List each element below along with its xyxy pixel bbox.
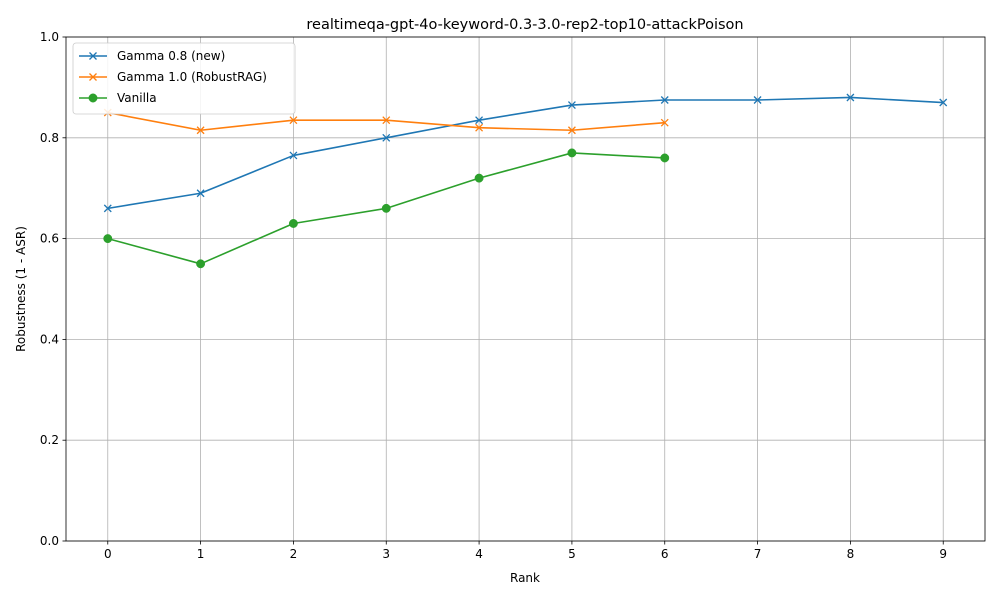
data-point bbox=[382, 133, 391, 142]
data-point bbox=[567, 148, 577, 158]
data-point bbox=[103, 204, 112, 213]
marker-stroke bbox=[939, 98, 948, 107]
data-point bbox=[382, 116, 391, 125]
y-tick-label: 0.6 bbox=[40, 232, 59, 246]
data-point bbox=[660, 153, 670, 163]
x-tick-label: 6 bbox=[661, 547, 669, 561]
data-point bbox=[660, 118, 669, 127]
series-0 bbox=[103, 93, 948, 213]
x-tick-label: 0 bbox=[104, 547, 112, 561]
data-point bbox=[196, 189, 205, 198]
x-tick-label: 8 bbox=[847, 547, 855, 561]
y-tick-label: 0.4 bbox=[40, 332, 59, 346]
data-point bbox=[289, 151, 298, 160]
marker-stroke bbox=[475, 116, 484, 125]
x-tick-label: 4 bbox=[475, 547, 483, 561]
data-point bbox=[567, 101, 576, 109]
x-tick-label: 3 bbox=[382, 547, 390, 561]
data-point bbox=[474, 173, 484, 183]
x-tick-label: 9 bbox=[939, 547, 947, 561]
legend-label: Gamma 1.0 (RobustRAG) bbox=[117, 70, 267, 84]
y-tick-label: 1.0 bbox=[40, 30, 59, 44]
marker-stroke bbox=[289, 151, 298, 160]
y-axis-label: Robustness (1 - ASR) bbox=[14, 226, 28, 352]
legend-label: Vanilla bbox=[117, 91, 157, 105]
legend-marker bbox=[89, 52, 97, 60]
legend-item: Vanilla bbox=[79, 91, 157, 105]
legend: Gamma 0.8 (new) Gamma 1.0 (RobustRAG) Vani… bbox=[72, 42, 296, 115]
data-point bbox=[196, 259, 206, 269]
data-point bbox=[660, 96, 669, 104]
marker-stroke bbox=[89, 73, 97, 81]
data-point bbox=[381, 203, 391, 213]
marker-stroke bbox=[196, 126, 205, 135]
data-point bbox=[196, 126, 205, 135]
data-point bbox=[289, 116, 298, 125]
marker-stroke bbox=[103, 204, 112, 213]
marker-stroke bbox=[846, 93, 855, 102]
marker-stroke bbox=[289, 116, 298, 125]
y-tick-label: 0.0 bbox=[40, 534, 59, 548]
series-1 bbox=[103, 108, 669, 135]
marker-stroke bbox=[660, 96, 669, 104]
y-tick-label: 0.2 bbox=[40, 433, 59, 447]
legend-label: Gamma 0.8 (new) bbox=[117, 49, 225, 63]
data-point bbox=[567, 126, 576, 135]
data-point bbox=[288, 219, 298, 228]
data-point bbox=[846, 93, 855, 102]
marker-stroke bbox=[567, 126, 576, 135]
x-tick-label: 7 bbox=[754, 547, 762, 561]
marker-stroke bbox=[89, 52, 97, 60]
tick-layer: 0 1 2 3 4 5 6 7 8 9 0.0 0.2 0.4 0.6 0.8 1.0 bbox=[40, 30, 947, 561]
marker-stroke bbox=[196, 189, 205, 198]
marker-stroke bbox=[475, 123, 484, 132]
chart-title: realtimeqa-gpt-4o-keyword-0.3-3.0-rep2-t… bbox=[306, 17, 743, 33]
data-point bbox=[939, 98, 948, 107]
marker-stroke bbox=[382, 116, 391, 125]
series-2 bbox=[103, 148, 670, 269]
x-tick-label: 2 bbox=[290, 547, 298, 561]
y-tick-label: 0.8 bbox=[40, 131, 59, 145]
marker-stroke bbox=[382, 133, 391, 142]
series-line bbox=[107, 96, 944, 210]
series-layer bbox=[103, 93, 948, 269]
marker-stroke bbox=[660, 118, 669, 127]
data-point bbox=[475, 123, 484, 132]
marker-stroke bbox=[567, 101, 576, 109]
data-point bbox=[475, 116, 484, 125]
x-axis-label: Rank bbox=[510, 571, 540, 585]
legend-marker bbox=[88, 93, 98, 103]
legend-item: Gamma 1.0 (RobustRAG) bbox=[79, 70, 267, 84]
data-point bbox=[753, 96, 762, 104]
legend-item: Gamma 0.8 (new) bbox=[79, 49, 225, 63]
legend-marker bbox=[89, 73, 97, 81]
legend-box bbox=[72, 42, 296, 115]
marker-stroke bbox=[753, 96, 762, 104]
data-point bbox=[103, 234, 113, 244]
x-tick-label: 1 bbox=[197, 547, 205, 561]
x-tick-label: 5 bbox=[568, 547, 576, 561]
plot-frame bbox=[65, 36, 986, 542]
